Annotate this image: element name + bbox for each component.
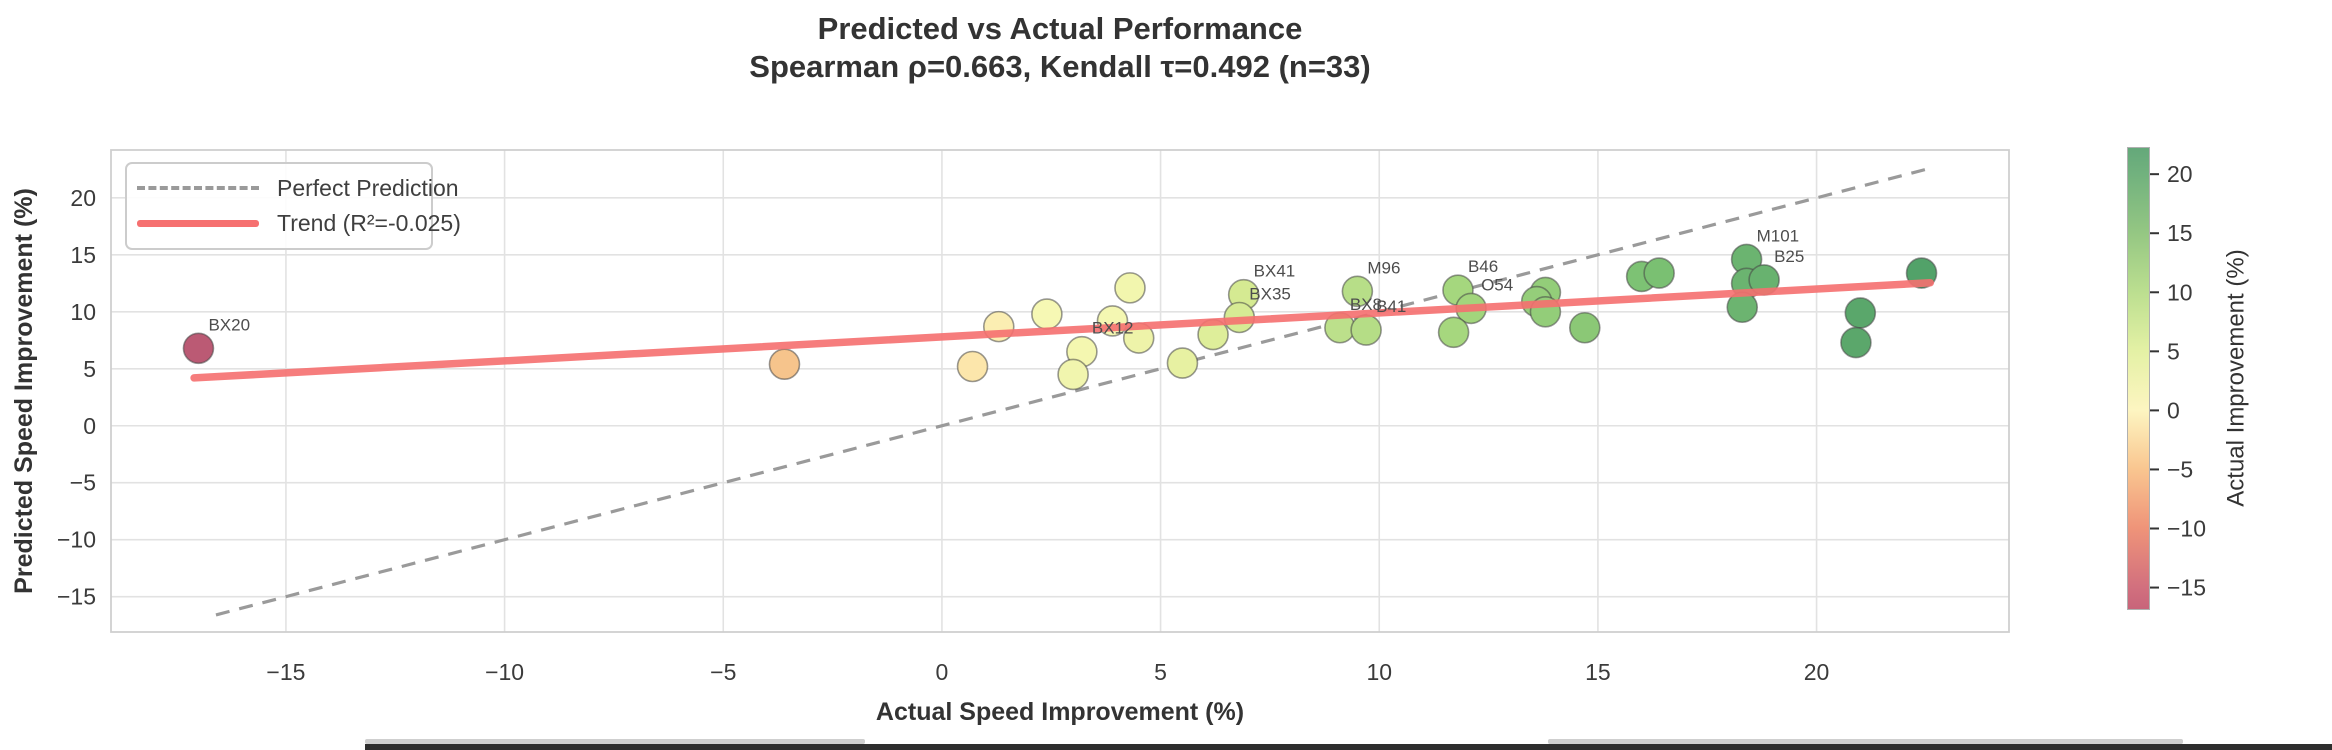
x-tick-label: −10 (485, 659, 524, 685)
data-point (956, 350, 989, 383)
point-label: BX8 (1350, 295, 1382, 314)
chart-title-line1: Predicted vs Actual Performance (817, 11, 1303, 46)
point-label: B46 (1468, 257, 1498, 276)
x-tick-label: 0 (936, 659, 949, 685)
chart-title: Predicted vs Actual Performance Spearman… (111, 10, 2009, 86)
data-point (1350, 314, 1382, 346)
legend-label-perfect: Perfect Prediction (277, 174, 459, 201)
dashed-line-sample-icon (137, 186, 259, 191)
y-tick-label: 15 (70, 242, 96, 268)
x-tick-label: −15 (266, 659, 305, 685)
colorbar (2127, 147, 2150, 610)
clipped-text-top (365, 739, 865, 744)
point-label: O54 (1481, 275, 1513, 294)
data-point (1341, 275, 1374, 308)
data-point (1114, 272, 1146, 304)
data-point (1166, 347, 1199, 379)
x-tick-label: −5 (710, 659, 736, 685)
data-point (1031, 298, 1063, 330)
perfect-prediction-line (215, 166, 1931, 617)
data-point (1568, 311, 1601, 344)
point-label: M101 (1757, 226, 1800, 245)
y-axis-label: Predicted Speed Improvement (%) (10, 188, 38, 594)
legend-label-trend: Trend (R²=-0.025) (277, 210, 461, 237)
colorbar-tick-label: 15 (2167, 220, 2193, 246)
point-label: M96 (1367, 258, 1400, 277)
y-tick-label: −15 (57, 584, 96, 610)
x-tick-label: 20 (1804, 659, 1830, 685)
point-label: B25 (1774, 247, 1804, 266)
legend-row-trend: Trend (R²=-0.025) (137, 210, 461, 237)
plot-frame (110, 149, 2010, 633)
chart-title-line2: Spearman ρ=0.663, Kendall τ=0.492 (n=33) (749, 49, 1371, 84)
x-axis-label: Actual Speed Improvement (%) (875, 698, 1245, 726)
colorbar-tick-label: 0 (2167, 397, 2180, 423)
x-tick-label: 10 (1366, 659, 1392, 685)
colorbar-tick-label: −10 (2167, 516, 2206, 542)
clipped-text-top (1548, 739, 2183, 744)
legend-row-perfect: Perfect Prediction (137, 175, 459, 202)
point-label: BX35 (1249, 285, 1291, 304)
y-tick-label: 10 (70, 299, 96, 325)
colorbar-tick-label: 10 (2167, 279, 2193, 305)
x-tick-label: 5 (1154, 659, 1167, 685)
y-tick-label: −10 (57, 527, 96, 553)
data-point (182, 332, 215, 365)
y-tick-label: 5 (83, 356, 96, 382)
x-tick-label: 15 (1585, 659, 1611, 685)
colorbar-label: Actual Improvement (%) (2222, 249, 2250, 507)
y-tick-label: −5 (70, 470, 96, 496)
data-point (768, 348, 801, 381)
point-label: BX20 (208, 315, 250, 334)
next-section-divider-bar (365, 744, 2332, 750)
colorbar-tick-label: −15 (2167, 575, 2206, 601)
data-point (1437, 316, 1470, 349)
colorbar-tick-label: 20 (2167, 161, 2193, 187)
data-point (1840, 326, 1872, 359)
point-label: BX12 (1092, 319, 1134, 338)
trend-line (190, 278, 1935, 382)
colorbar-tick-label: −5 (2167, 456, 2193, 482)
y-tick-label: 0 (83, 413, 96, 439)
data-point (1643, 257, 1675, 289)
data-point (1844, 297, 1877, 329)
point-label: BX41 (1254, 262, 1296, 281)
legend: Perfect Prediction Trend (R²=-0.025) (125, 162, 461, 250)
point-label: B41 (1376, 297, 1406, 316)
y-tick-label: 20 (70, 185, 96, 211)
colorbar-tick-label: 5 (2167, 338, 2180, 364)
trend-line-sample-icon (137, 220, 259, 228)
data-point (1057, 358, 1089, 391)
